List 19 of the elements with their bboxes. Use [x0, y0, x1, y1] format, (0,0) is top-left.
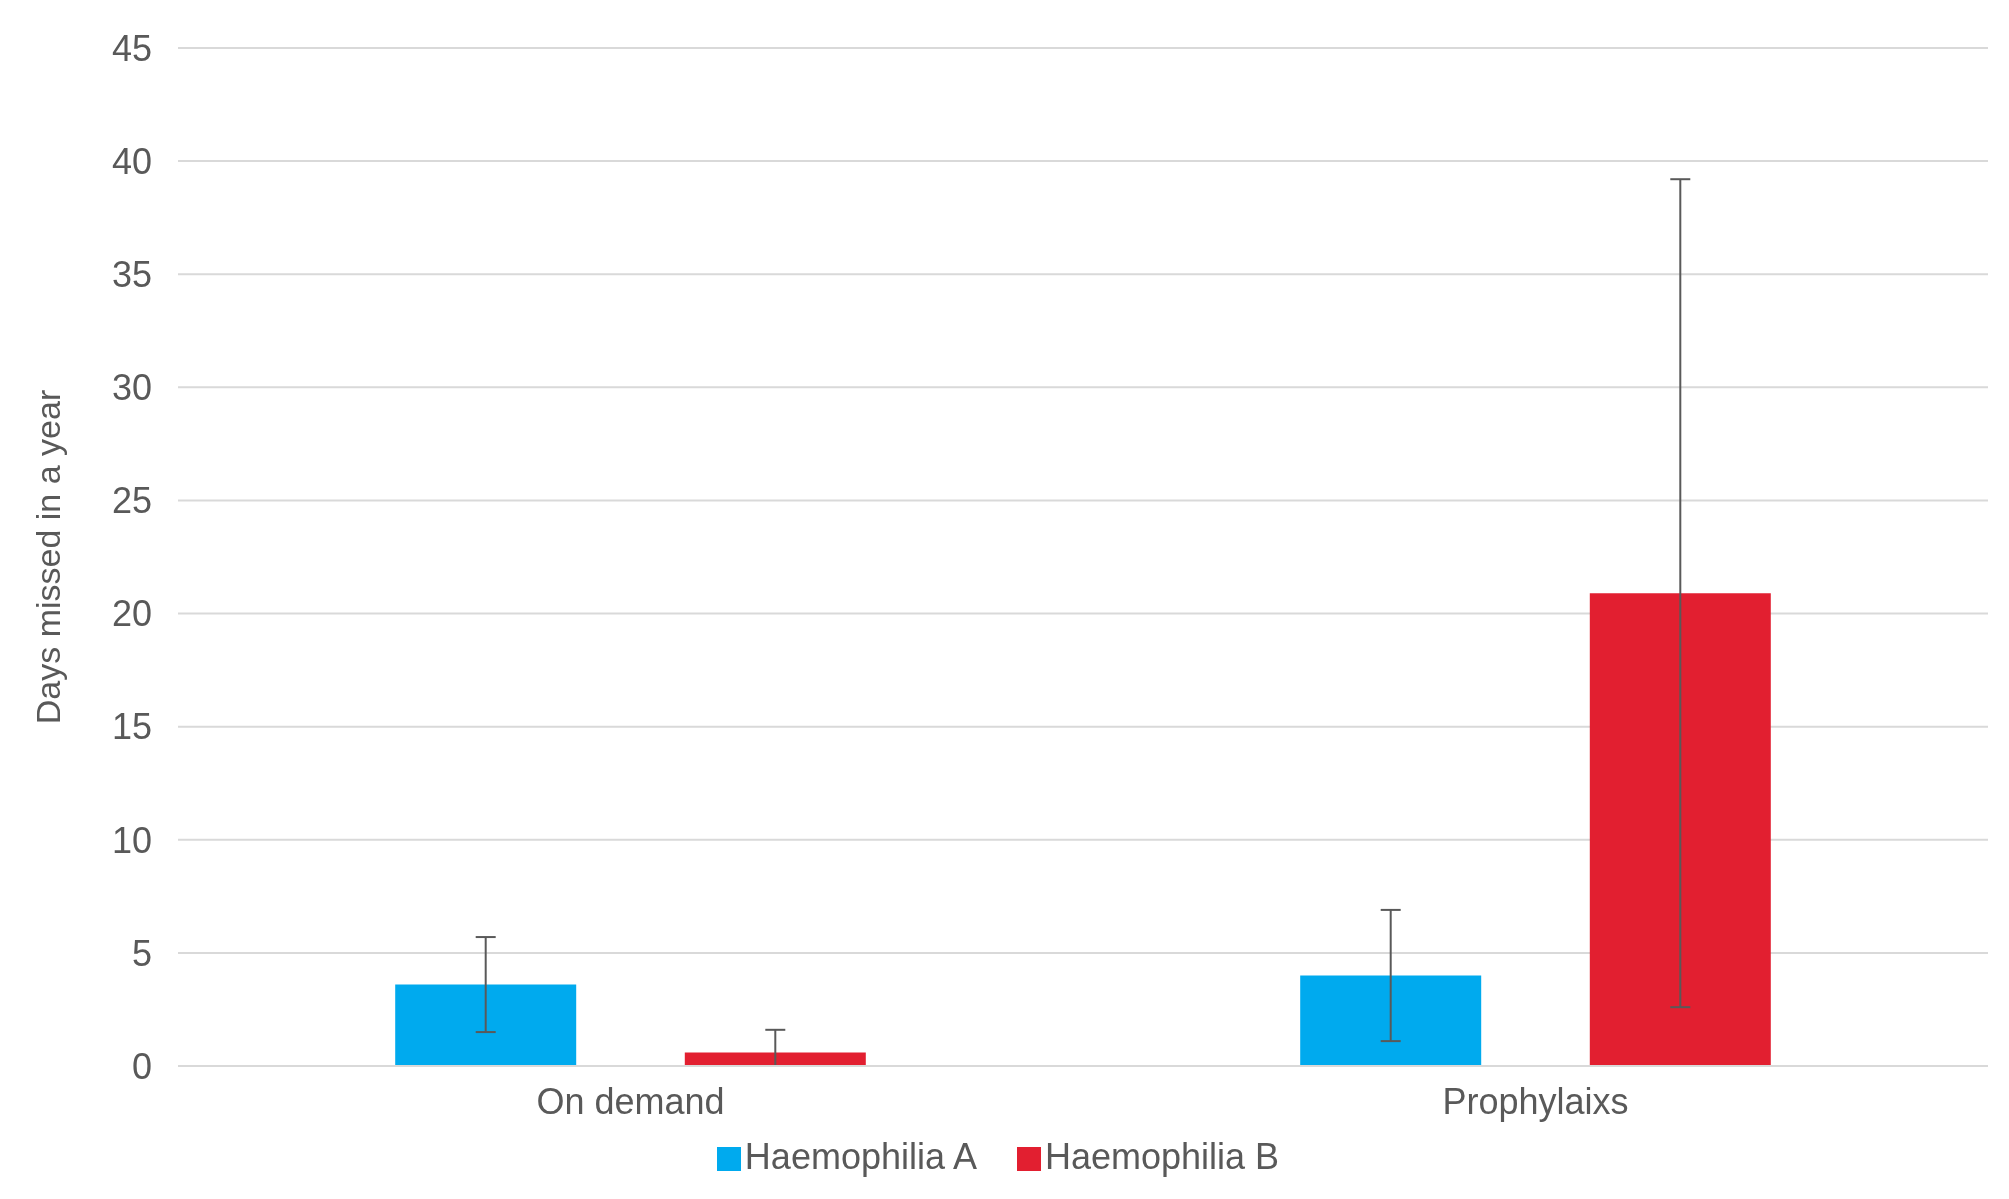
y-tick-label: 10 [111, 819, 152, 861]
y-tick-label: 0 [131, 1045, 152, 1087]
y-tick-label: 20 [111, 593, 152, 635]
x-tick-label: Prophylaixs [1442, 1080, 1629, 1122]
legend-label: Haemophilia B [1045, 1136, 1280, 1177]
bar [1300, 975, 1482, 1066]
y-axis-title: Days missed in a year [29, 389, 68, 725]
bar [1589, 593, 1771, 1066]
bar [395, 984, 577, 1066]
legend-label: Haemophilia A [744, 1136, 977, 1177]
bar [684, 1052, 866, 1066]
y-tick-label: 25 [111, 480, 152, 522]
x-tick-label: On demand [536, 1080, 725, 1122]
y-tick-label: 15 [111, 706, 152, 748]
y-tick-label: 30 [111, 367, 152, 409]
y-tick-label: 35 [111, 254, 152, 295]
y-tick-label: 45 [111, 27, 152, 69]
y-tick-label: 40 [111, 140, 152, 182]
y-tick-label: 5 [131, 932, 152, 974]
